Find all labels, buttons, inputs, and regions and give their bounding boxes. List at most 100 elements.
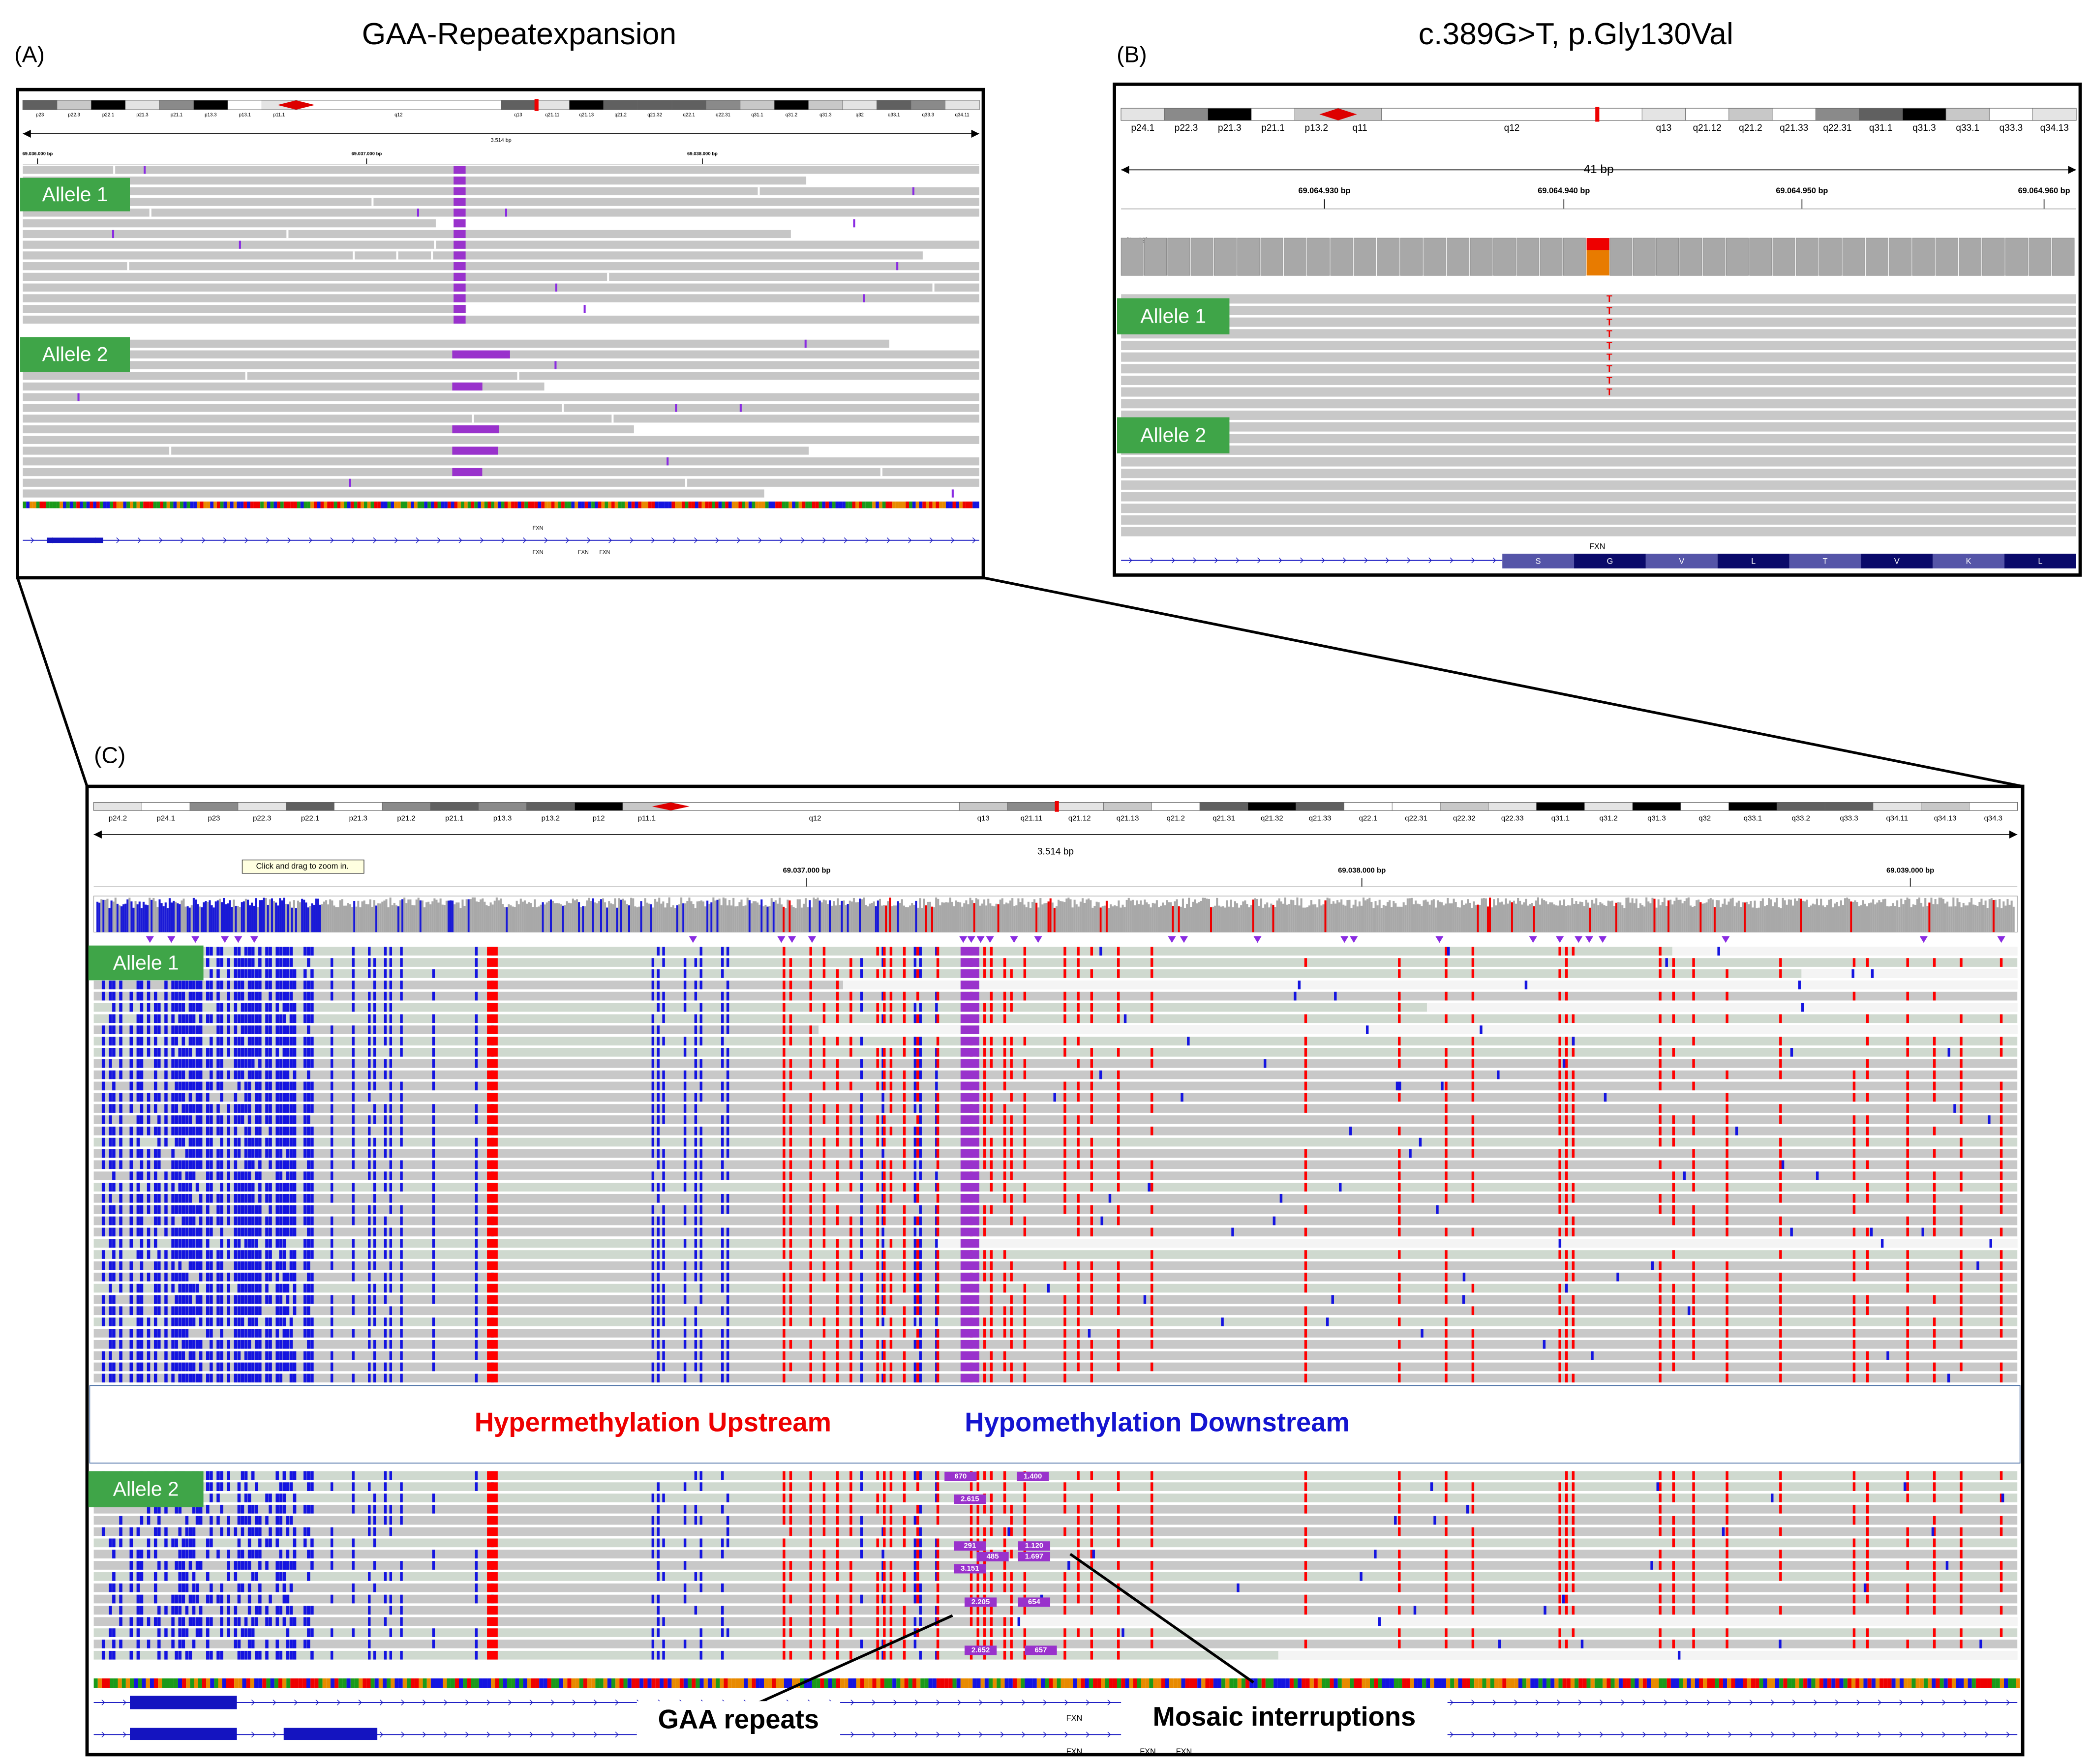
methyl-low bbox=[330, 1137, 333, 1147]
methyl-low bbox=[289, 991, 293, 1001]
methyl-high bbox=[849, 1272, 852, 1282]
methyl-high bbox=[836, 1070, 839, 1079]
methyl-high bbox=[1779, 1047, 1782, 1057]
read bbox=[23, 436, 979, 444]
methyl-low bbox=[307, 1340, 310, 1349]
methyl-high bbox=[1077, 1284, 1080, 1293]
coverage-bar bbox=[841, 900, 843, 932]
cytoband-label: q21.12 bbox=[1068, 814, 1091, 822]
methyl-low bbox=[101, 1104, 105, 1113]
methyl-low bbox=[129, 1081, 133, 1091]
methyl-low bbox=[220, 1295, 223, 1304]
methyl-low bbox=[171, 1362, 175, 1372]
methyl-high bbox=[1445, 958, 1448, 967]
methyl-low bbox=[255, 1374, 258, 1383]
methyl-low bbox=[237, 980, 241, 989]
methyl-low bbox=[1565, 1284, 1568, 1293]
coverage-bar bbox=[1470, 238, 1493, 276]
methyl-low bbox=[182, 1216, 185, 1226]
methyl-low bbox=[206, 1093, 210, 1102]
methyl-low bbox=[251, 1216, 255, 1226]
cytoband bbox=[1164, 108, 1209, 121]
methyl-low bbox=[913, 1284, 917, 1293]
methyl-high bbox=[2000, 1171, 2003, 1180]
methyl-low bbox=[140, 1081, 144, 1091]
methyl-low bbox=[368, 1003, 371, 1012]
methyl-low bbox=[188, 1205, 192, 1214]
coverage-bar bbox=[666, 903, 668, 932]
coverage-bar bbox=[1726, 238, 1749, 276]
coverage-bar bbox=[1703, 903, 1706, 932]
coverage-bar bbox=[421, 900, 424, 932]
methyl-high bbox=[1726, 1126, 1728, 1136]
methyl-low bbox=[199, 1104, 203, 1113]
methyl-low bbox=[206, 1284, 210, 1293]
methyl-high bbox=[916, 1250, 919, 1259]
methyl-high bbox=[1150, 1104, 1153, 1113]
methyl-high bbox=[876, 1306, 879, 1316]
coverage-bar bbox=[229, 900, 231, 932]
methyl-high bbox=[1659, 1081, 1662, 1091]
methyl-low bbox=[101, 991, 105, 1001]
methyl-high bbox=[1933, 1216, 1936, 1226]
methyl-low bbox=[286, 1093, 290, 1102]
methyl-low bbox=[216, 1250, 220, 1259]
coverage-bar bbox=[1541, 898, 1544, 932]
methyl-low bbox=[1989, 1239, 1992, 1248]
coverage-bar bbox=[929, 901, 931, 932]
methyl-low bbox=[112, 1081, 116, 1091]
methyl-high bbox=[883, 1261, 886, 1270]
coverage-bar bbox=[913, 904, 915, 932]
methyl-high bbox=[1933, 1093, 1936, 1102]
methyl-low bbox=[726, 980, 729, 989]
coverage-bar bbox=[1765, 905, 1768, 932]
coverage-bar bbox=[736, 906, 739, 932]
methyl-high bbox=[1445, 1126, 1448, 1136]
methyl-low bbox=[269, 1261, 272, 1270]
insertion-marker bbox=[1034, 936, 1042, 943]
methyl-low bbox=[368, 1250, 371, 1259]
methyl-high bbox=[1023, 1126, 1027, 1136]
methyl-low bbox=[282, 1284, 286, 1293]
indel bbox=[611, 415, 614, 423]
methyl-high bbox=[1933, 1070, 1936, 1079]
methyl-high bbox=[903, 1104, 906, 1113]
coverage-bar bbox=[1789, 899, 1792, 932]
methyl-low bbox=[303, 1362, 307, 1372]
methyl-low bbox=[241, 991, 244, 1001]
coverage-bar bbox=[1340, 899, 1343, 932]
methyl-low bbox=[258, 1126, 262, 1136]
methyl-high bbox=[883, 1306, 886, 1316]
cytoband bbox=[1007, 802, 1056, 811]
methyl-low bbox=[109, 1093, 112, 1102]
methyl-high bbox=[783, 1149, 786, 1158]
coverage-bar bbox=[1858, 906, 1860, 932]
methyl-low bbox=[251, 1374, 255, 1383]
methyl-high bbox=[1906, 1261, 1909, 1270]
methyl-high bbox=[883, 1003, 886, 1012]
methyl-high bbox=[936, 1261, 939, 1270]
methyl-high bbox=[1117, 1284, 1120, 1293]
methyl-high bbox=[1398, 1126, 1401, 1136]
methyl-low bbox=[694, 1014, 697, 1023]
methyl-low bbox=[919, 1093, 922, 1102]
coverage-bar bbox=[1673, 900, 1676, 932]
methyl-low bbox=[432, 1059, 435, 1068]
read bbox=[93, 1250, 2018, 1259]
methyl-high bbox=[1906, 1037, 1909, 1046]
methyl-low bbox=[140, 1284, 144, 1293]
coverage-bar bbox=[1513, 900, 1515, 932]
methyl-high bbox=[1852, 1160, 1856, 1169]
methyl-high bbox=[789, 1160, 792, 1169]
coverage-bar bbox=[1412, 904, 1415, 932]
methyl-high bbox=[836, 1351, 839, 1360]
methyl-high bbox=[1304, 1351, 1307, 1360]
coverage-bar bbox=[218, 898, 221, 932]
methyl-high bbox=[1572, 1081, 1575, 1091]
methyl-low bbox=[129, 1149, 133, 1158]
methyl-low bbox=[164, 1037, 168, 1046]
methyl-high bbox=[916, 1340, 919, 1349]
methyl-low bbox=[662, 1037, 665, 1046]
methyl-high bbox=[2000, 1272, 2003, 1282]
cytoband-label: q22.32 bbox=[1453, 814, 1476, 822]
